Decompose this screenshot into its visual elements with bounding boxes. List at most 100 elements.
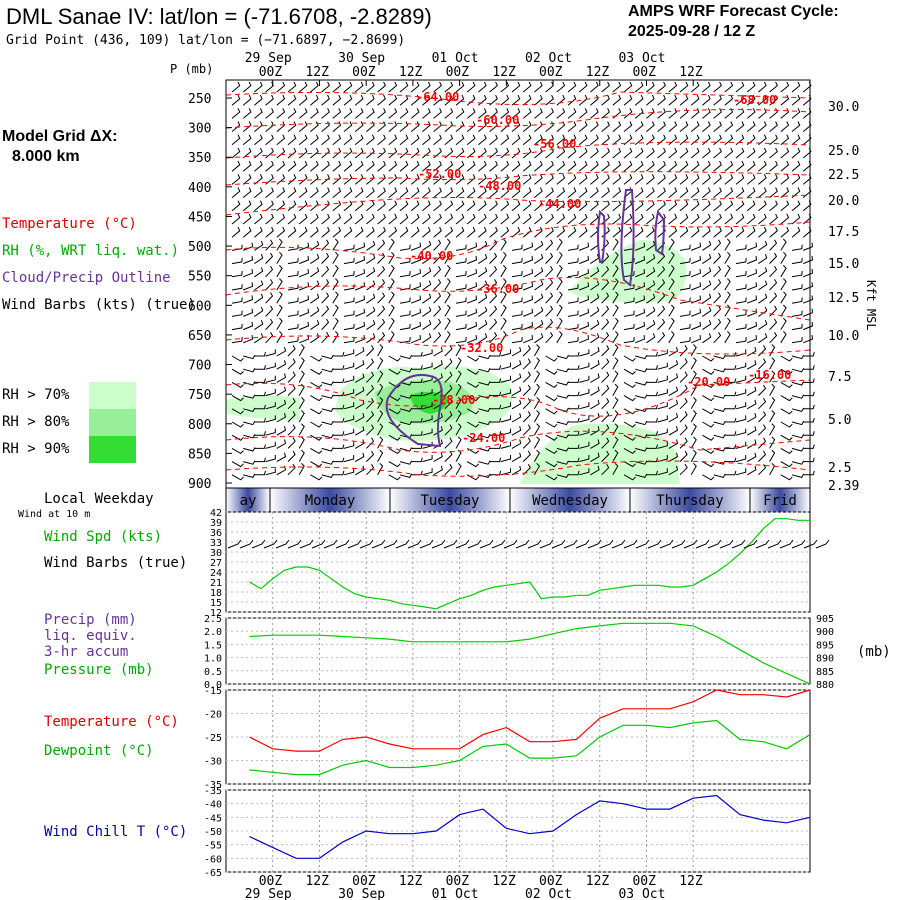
wind-barb: [657, 362, 668, 370]
wind-barb: [354, 412, 365, 423]
bottom-time-tick-label: 12Z: [586, 874, 610, 889]
wind-barb: [601, 345, 610, 357]
wind-barb: [623, 108, 633, 119]
wind-barb: [343, 468, 355, 476]
pressure-tick-label: 250: [188, 92, 211, 107]
wind-barb: [746, 147, 756, 159]
wind-barb: [534, 293, 544, 304]
pressure-tick-label: 350: [188, 151, 211, 166]
wind-barb: [511, 160, 521, 172]
wind-barb: [780, 81, 790, 93]
wind-barb: [724, 226, 734, 238]
wind-barb: [568, 351, 580, 357]
wind-barb: [366, 333, 376, 344]
wind-speed-label: Wind Spd (kts): [44, 529, 163, 545]
wind-barb: [433, 279, 442, 291]
wind-barb: [489, 305, 498, 317]
wind-barb: [679, 437, 688, 449]
wind-barb: [433, 360, 443, 370]
wind-barb: [601, 147, 610, 159]
wind-barb: [254, 444, 266, 449]
wind-barb: [287, 323, 299, 331]
wind-barb: [623, 147, 633, 159]
wind-barb: [399, 108, 409, 119]
wind-barb: [276, 134, 286, 146]
wind-barb: [612, 291, 619, 304]
wind-barb: [343, 441, 355, 449]
wind-barb: [522, 450, 531, 462]
wind-barb: [321, 420, 334, 426]
wind-barb: [388, 226, 398, 238]
wind-barb: [635, 447, 648, 452]
wind-barb: [332, 470, 345, 476]
wind-barb: [321, 331, 330, 344]
wind-barb: [276, 386, 287, 397]
wind-barb: [791, 297, 803, 304]
wind-barb: [646, 431, 658, 436]
wind-barb: [791, 381, 805, 386]
wind-barb: [332, 134, 342, 146]
wind-barb: [466, 408, 480, 415]
wind-barb: [366, 463, 375, 476]
wind-barb: [298, 134, 308, 146]
wind-barb: [713, 200, 722, 212]
wind-barb: [523, 295, 534, 304]
pressure-tick-label: 700: [188, 359, 211, 374]
rh-80-swatch: [89, 409, 136, 436]
wind-barb: [601, 187, 610, 198]
bottom-time-tick-label: 12Z: [399, 874, 423, 889]
wind-barb: [254, 417, 266, 423]
wind-barb: [713, 354, 726, 360]
wind-barb: [422, 134, 431, 146]
wind-barb: [511, 452, 522, 463]
wind-barb: [545, 305, 554, 317]
wind-barb: [780, 381, 793, 389]
height-tick-label: 15.0: [828, 257, 859, 272]
wind-barb: [354, 373, 365, 383]
y-tick-label: 1.0: [204, 654, 222, 665]
wind-barb: [321, 394, 334, 399]
wind-barb: [780, 134, 790, 146]
wind-barb: [467, 308, 478, 317]
wind-barb: [601, 358, 610, 370]
wind-barb: [377, 423, 384, 436]
wind-barb: [556, 226, 566, 238]
wind-barb: [724, 213, 734, 225]
temperature-contour-label: -52.00: [418, 167, 461, 181]
wind-barb: [366, 280, 376, 291]
wind-barb: [646, 351, 658, 357]
wind-barb: [332, 431, 345, 436]
wind-barb: [534, 121, 543, 132]
wind-barb: [411, 255, 422, 265]
wind-barb: [567, 297, 579, 304]
wind-barb: [702, 267, 712, 278]
wind-barb: [735, 257, 747, 265]
wind-barb: [545, 434, 558, 441]
wind-barb: [276, 399, 287, 410]
wind-barb: [265, 428, 276, 436]
wind-barb: [489, 292, 498, 304]
temperature-contour-label: -68.00: [733, 93, 776, 107]
wind-barb: [545, 279, 554, 291]
wind-barb: [310, 381, 323, 389]
wind-barb: [332, 391, 345, 397]
wind-barb: [601, 200, 610, 212]
wind-barb: [254, 254, 264, 265]
wind-barb: [343, 402, 355, 410]
wind-barb: [254, 320, 264, 331]
wind-barb: [590, 373, 600, 383]
temperature-contour-label: -16.00: [748, 368, 791, 382]
wind-barb: [489, 378, 502, 383]
bottom-date-label: 03 Oct: [618, 887, 665, 900]
wind-barb: [646, 378, 658, 383]
wind-barb: [243, 354, 256, 360]
weekday-label: Tuesday: [420, 493, 479, 509]
wind-barb: [579, 389, 590, 397]
wind-barb: [366, 450, 375, 462]
wind-barb: [534, 333, 544, 344]
wind-barb: [668, 291, 675, 304]
wind-barb: [366, 411, 375, 423]
pressure-tick-label: 900: [188, 477, 211, 492]
wind-barb: [433, 134, 442, 146]
wind-barb: [747, 308, 758, 317]
